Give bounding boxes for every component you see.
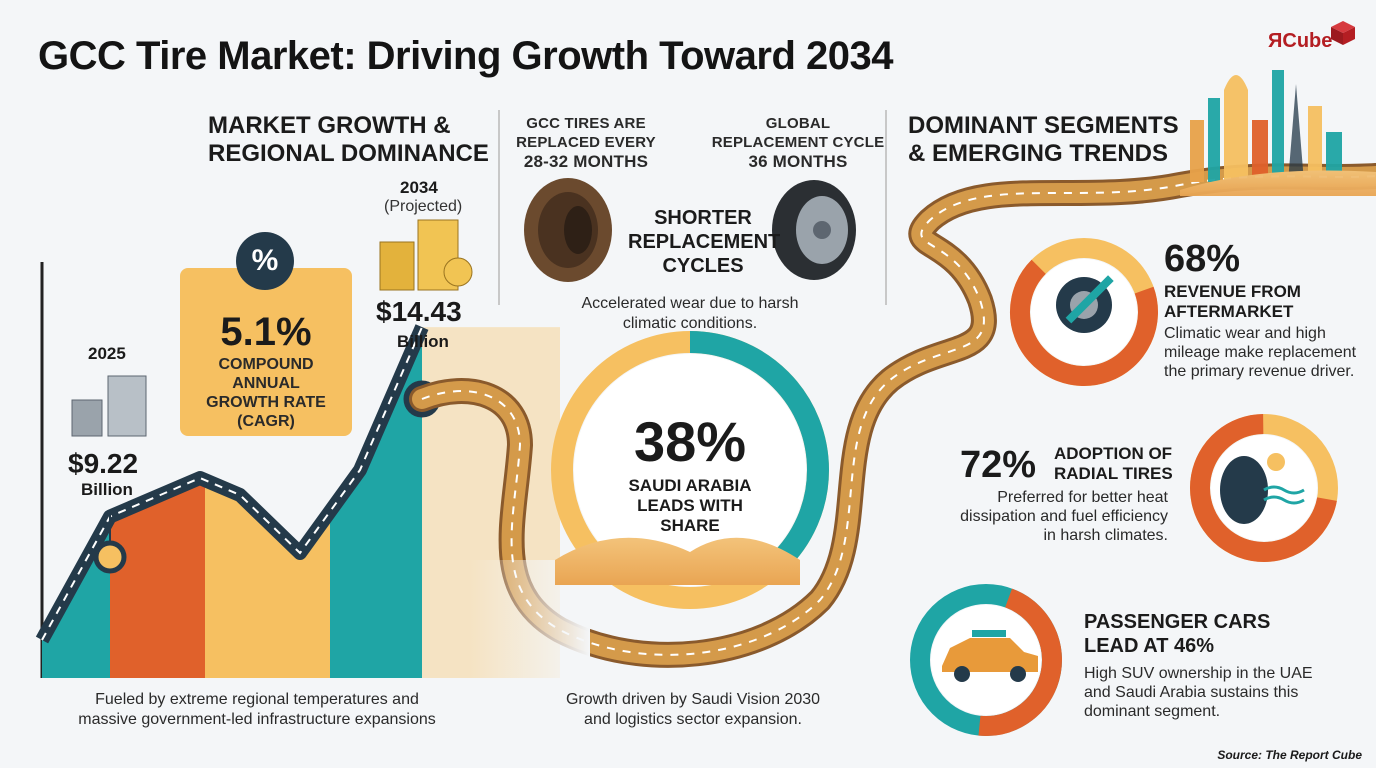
passenger-label-2: LEAD AT 46% xyxy=(1084,635,1215,657)
market-growth-heading: MARKET GROWTH & REGIONAL DOMINANCE xyxy=(208,112,489,168)
start-point-marker xyxy=(93,540,127,574)
market-heading-line2: REGIONAL DOMINANCE xyxy=(208,140,489,167)
global-line-1: GLOBAL xyxy=(765,115,831,132)
saudi-share-label: SAUDI ARABIA LEADS WITH SHARE xyxy=(610,476,770,536)
saudi-share-value: 38% xyxy=(633,410,747,473)
new-tire-icon xyxy=(772,180,856,280)
cube-icon xyxy=(1331,21,1355,45)
end-year: 2034 xyxy=(400,178,438,197)
brand-logo: ЯCube xyxy=(1268,20,1356,58)
cagr-card: 5.1% COMPOUND ANNUAL GROWTH RATE (CAGR) xyxy=(180,268,352,436)
replacement-desc-2: climatic conditions. xyxy=(622,315,758,332)
start-value: $9.22 xyxy=(68,448,139,479)
radial-label-2: RADIAL TIRES xyxy=(1054,464,1173,483)
center-line-3: CYCLES xyxy=(662,255,744,277)
end-value: $14.43 xyxy=(376,296,462,327)
radial-value: 72% xyxy=(960,444,1037,486)
source-note: Source: The Report Cube xyxy=(1217,748,1362,762)
gcc-replacement-text: GCC TIRES ARE REPLACED EVERY 28-32 MONTH… xyxy=(506,114,666,171)
aftermarket-desc-1: Climatic wear and high xyxy=(1164,325,1326,342)
market-footnote: Fueled by extreme regional temperatures … xyxy=(62,690,452,730)
aftermarket-value: 68% xyxy=(1164,238,1241,280)
coins-2025-icon xyxy=(71,375,147,437)
coins-2034-icon xyxy=(379,219,473,291)
center-line-2: REPLACEMENT xyxy=(628,231,781,253)
cagr-label-1: COMPOUND xyxy=(218,356,314,373)
aftermarket-label: REVENUE FROM AFTERMARKET xyxy=(1164,282,1301,322)
aftermarket-donut-arc xyxy=(1010,238,1158,386)
passenger-desc-3: dominant segment. xyxy=(1084,703,1221,720)
saudi-footnote: Growth driven by Saudi Vision 2030 and l… xyxy=(548,690,838,730)
radial-donut-arc xyxy=(1190,414,1338,562)
cagr-label-2: ANNUAL xyxy=(232,375,300,392)
suv-car-icon xyxy=(942,630,1038,682)
aftermarket-label-2: AFTERMARKET xyxy=(1164,302,1294,321)
cagr-label-3: GROWTH RATE xyxy=(206,394,326,411)
saudi-share-donut xyxy=(551,331,829,609)
passenger-desc-1: High SUV ownership in the UAE xyxy=(1084,665,1313,682)
shorter-cycles-label: SHORTER REPLACEMENT CYCLES xyxy=(628,206,781,278)
segments-heading-line2: & EMERGING TRENDS xyxy=(908,140,1169,167)
saudi-footnote-1: Growth driven by Saudi Vision 2030 xyxy=(565,691,821,708)
aftermarket-desc-3: the primary revenue driver. xyxy=(1164,363,1355,380)
radial-desc: Preferred for better heat dissipation an… xyxy=(946,488,1168,545)
gcc-line-1: GCC TIRES ARE xyxy=(526,115,646,132)
wrench-wheel-icon xyxy=(1056,275,1114,333)
aftermarket-label-1: REVENUE FROM xyxy=(1164,282,1301,301)
radial-desc-2: dissipation and fuel efficiency xyxy=(960,508,1168,525)
end-note: (Projected) xyxy=(384,198,463,215)
radial-desc-1: Preferred for better heat xyxy=(997,489,1168,506)
aftermarket-desc-2: mileage make replacement xyxy=(1164,344,1357,361)
market-heading-line1: MARKET GROWTH & xyxy=(208,112,451,139)
global-line-3: 36 MONTHS xyxy=(748,152,848,171)
end-unit: Billion xyxy=(397,332,449,351)
segments-heading-line1: DOMINANT SEGMENTS xyxy=(908,112,1179,139)
divider-2 xyxy=(885,110,887,305)
growth-bar-1 xyxy=(110,480,205,678)
start-year: 2025 xyxy=(88,344,126,363)
center-line-1: SHORTER xyxy=(654,207,752,229)
heat-tire-icon xyxy=(1220,453,1305,524)
saudi-label-3: SHARE xyxy=(660,516,720,535)
replacement-desc: Accelerated wear due to harsh climatic c… xyxy=(560,294,820,334)
city-skyline xyxy=(1180,70,1376,196)
market-footnote-1: Fueled by extreme regional temperatures … xyxy=(95,691,419,708)
cagr-value: 5.1% xyxy=(220,310,312,354)
passenger-label-1: PASSENGER CARS xyxy=(1084,611,1271,633)
aftermarket-desc: Climatic wear and high mileage make repl… xyxy=(1164,324,1356,381)
global-replacement-text: GLOBAL REPLACEMENT CYCLE 36 MONTHS xyxy=(710,114,886,171)
saudi-label-2: LEADS WITH xyxy=(637,496,743,515)
segments-heading: DOMINANT SEGMENTS & EMERGING TRENDS xyxy=(908,112,1179,168)
growth-bar-2 xyxy=(205,480,300,678)
divider-1 xyxy=(498,110,500,305)
passenger-desc-2: and Saudi Arabia sustains this xyxy=(1084,684,1299,701)
cagr-label-4: (CAGR) xyxy=(237,413,295,430)
radial-desc-3: in harsh climates. xyxy=(1043,527,1169,544)
logo-text: ЯCube xyxy=(1268,30,1333,52)
passenger-donut-arc xyxy=(910,584,1062,736)
page-title: GCC Tire Market: Driving Growth Toward 2… xyxy=(38,34,893,78)
saudi-donut-arc xyxy=(551,331,829,609)
saudi-footnote-2: and logistics sector expansion. xyxy=(584,711,802,728)
start-unit: Billion xyxy=(81,480,133,499)
percent-icon: % xyxy=(236,232,294,290)
radial-label-1: ADOPTION OF xyxy=(1054,444,1173,463)
passenger-desc: High SUV ownership in the UAE and Saudi … xyxy=(1084,664,1313,721)
passenger-label: PASSENGER CARS LEAD AT 46% xyxy=(1084,610,1270,658)
growth-bar-4 xyxy=(330,327,422,678)
market-footnote-2: massive government-led infrastructure ex… xyxy=(78,711,436,728)
gcc-line-2: REPLACED EVERY xyxy=(516,134,656,151)
saudi-donut-center xyxy=(574,354,806,586)
radial-label: ADOPTION OF RADIAL TIRES xyxy=(1054,444,1173,484)
global-line-2: REPLACEMENT CYCLE xyxy=(711,134,885,151)
saudi-label-1: SAUDI ARABIA xyxy=(628,476,752,495)
worn-tire-icon xyxy=(524,178,612,282)
gcc-line-3: 28-32 MONTHS xyxy=(523,152,649,171)
replacement-desc-1: Accelerated wear due to harsh xyxy=(581,295,799,312)
